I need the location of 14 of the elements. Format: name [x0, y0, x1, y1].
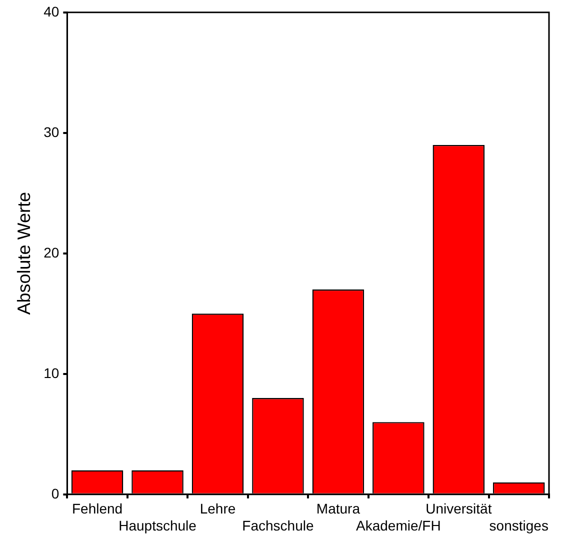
x-tick-label: Lehre	[200, 500, 236, 517]
y-tick-label: 40	[44, 3, 60, 20]
y-tick-label: 0	[51, 485, 60, 502]
y-axis-title: Absolute Werte	[14, 192, 34, 315]
x-tick-label: Akademie/FH	[356, 517, 441, 534]
y-tick-label: 20	[44, 244, 60, 260]
x-tick-label: Hauptschule	[118, 517, 197, 534]
x-tick-label: Fehlend	[72, 500, 123, 517]
y-tick-label: 30	[44, 124, 60, 140]
x-tick-label: sonstiges	[489, 517, 548, 534]
x-tick-label: Matura	[316, 500, 360, 517]
x-tick-label: Universität	[426, 500, 492, 517]
y-tick-label: 10	[44, 364, 60, 381]
x-tick-label: Fachschule	[242, 517, 314, 534]
